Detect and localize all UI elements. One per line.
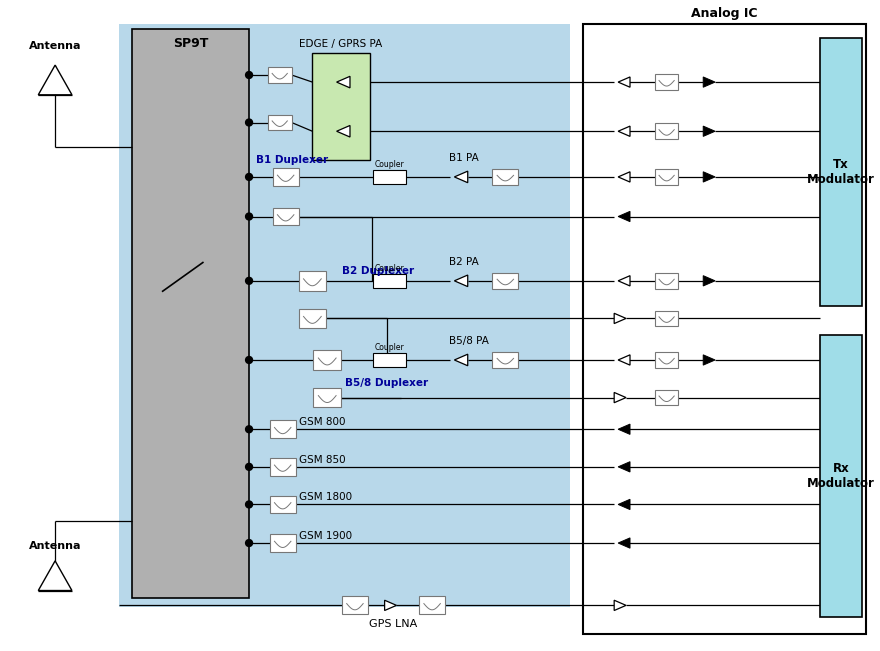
Polygon shape [703, 126, 715, 137]
Bar [270, 421, 296, 438]
Bar [820, 335, 862, 617]
Polygon shape [39, 65, 72, 95]
Bar [655, 123, 678, 139]
Polygon shape [618, 499, 630, 510]
Bar [373, 170, 407, 184]
Text: B2 PA: B2 PA [449, 257, 479, 267]
Text: EDGE / GPRS PA: EDGE / GPRS PA [299, 39, 383, 49]
Polygon shape [703, 275, 715, 286]
Text: Coupler: Coupler [375, 264, 405, 273]
Polygon shape [614, 600, 626, 611]
Text: B2 Duplexer: B2 Duplexer [342, 266, 414, 276]
Bar [268, 115, 291, 130]
Polygon shape [703, 355, 715, 365]
Polygon shape [703, 77, 715, 87]
Bar [313, 388, 341, 408]
Circle shape [246, 357, 253, 363]
Polygon shape [337, 126, 350, 137]
Polygon shape [618, 355, 630, 365]
Polygon shape [618, 172, 630, 182]
Bar [273, 208, 298, 225]
Bar [493, 352, 518, 368]
Bar [655, 169, 678, 185]
Bar [655, 390, 678, 406]
Bar [373, 353, 407, 367]
Bar [342, 596, 368, 615]
Text: Rx
Modulator: Rx Modulator [807, 462, 875, 490]
Circle shape [246, 119, 253, 126]
Bar [583, 23, 866, 634]
Polygon shape [614, 393, 626, 403]
Polygon shape [454, 354, 468, 366]
Text: Antenna: Antenna [29, 41, 81, 51]
Circle shape [246, 173, 253, 180]
Bar [298, 309, 326, 328]
Text: GSM 850: GSM 850 [298, 455, 345, 465]
Polygon shape [618, 538, 630, 548]
Bar [493, 169, 518, 185]
Bar [655, 352, 678, 368]
Bar [270, 495, 296, 514]
Bar [820, 38, 862, 305]
Bar [655, 273, 678, 289]
Bar [312, 53, 370, 160]
Text: Coupler: Coupler [375, 343, 405, 352]
Text: GSM 1900: GSM 1900 [298, 531, 352, 541]
Circle shape [246, 540, 253, 546]
Bar [313, 350, 341, 370]
Polygon shape [385, 600, 397, 611]
Bar [268, 67, 291, 83]
Bar [373, 274, 407, 288]
Polygon shape [618, 424, 630, 434]
Polygon shape [454, 275, 468, 286]
Bar [132, 29, 249, 598]
Bar [273, 168, 298, 186]
Circle shape [246, 72, 253, 79]
Circle shape [246, 464, 253, 470]
Polygon shape [618, 462, 630, 472]
Polygon shape [614, 313, 626, 324]
Text: SP9T: SP9T [173, 37, 209, 50]
Text: GPS LNA: GPS LNA [370, 619, 418, 630]
Polygon shape [337, 76, 350, 88]
Bar [270, 458, 296, 476]
Text: Tx
Modulator: Tx Modulator [807, 158, 875, 186]
Polygon shape [618, 275, 630, 286]
Text: B5/8 PA: B5/8 PA [449, 336, 488, 346]
Bar [120, 23, 569, 607]
Text: B1 Duplexer: B1 Duplexer [256, 155, 328, 165]
Polygon shape [618, 212, 630, 221]
Polygon shape [454, 171, 468, 183]
Bar [655, 311, 678, 326]
Bar [493, 273, 518, 289]
Bar [419, 596, 445, 615]
Polygon shape [618, 77, 630, 87]
Text: Antenna: Antenna [29, 541, 81, 551]
Circle shape [246, 277, 253, 284]
Text: Analog IC: Analog IC [691, 7, 758, 20]
Text: B5/8 Duplexer: B5/8 Duplexer [345, 378, 429, 388]
Circle shape [246, 426, 253, 433]
Circle shape [246, 501, 253, 508]
Text: GSM 800: GSM 800 [298, 417, 345, 427]
Text: B1 PA: B1 PA [449, 153, 479, 163]
Polygon shape [618, 126, 630, 137]
Polygon shape [39, 561, 72, 590]
Circle shape [246, 213, 253, 220]
Bar [655, 74, 678, 90]
Text: Coupler: Coupler [375, 160, 405, 169]
Bar [270, 534, 296, 552]
Polygon shape [703, 172, 715, 182]
Bar [298, 271, 326, 291]
Text: GSM 1800: GSM 1800 [298, 492, 352, 503]
